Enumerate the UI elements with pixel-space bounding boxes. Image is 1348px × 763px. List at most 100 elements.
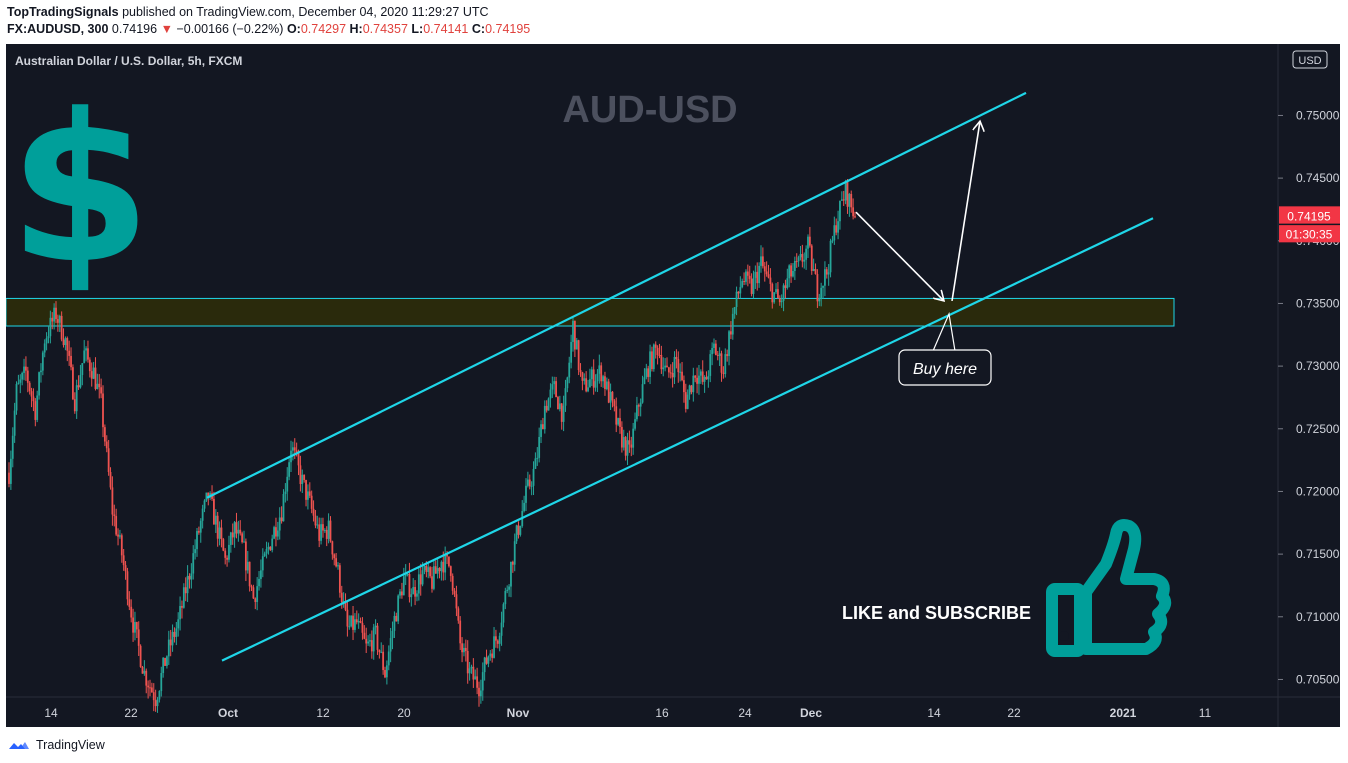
candle-body [19,379,22,383]
candle-body [587,387,589,392]
candle-body [380,651,383,653]
candle-body [216,515,219,539]
author-name[interactable]: TopTradingSignals [7,5,119,19]
projection-up-arrow[interactable] [951,121,980,302]
channel-upper-line[interactable] [206,91,1027,499]
chart-title: AUD-USD [562,89,737,131]
price-axis[interactable]: 0.750000.745000.740000.735000.730000.725… [1278,108,1340,686]
candle-body [167,639,170,657]
projection-down-arrow[interactable] [855,211,944,301]
candle-body [316,524,319,526]
candle-body [525,485,527,503]
candle-body [237,529,240,534]
candle-body [600,365,603,382]
time-axis[interactable]: 14 22 Oct 12 20 Nov 16 24 Dec 14 22 2021 11 [44,706,1211,720]
candle-body [83,350,86,364]
candle-body [58,315,61,323]
candle-body [444,554,447,573]
candle-body [602,376,604,382]
candle-body [214,515,217,525]
candle-body [286,476,289,492]
candle-body [152,692,155,701]
candle-body [337,565,339,567]
candle-body [13,410,16,436]
candle-body [620,426,623,448]
candle-body [370,640,373,652]
candle-body [120,535,123,556]
candle-body [350,615,353,627]
chart-canvas[interactable]: Australian Dollar / U.S. Dollar, 5h, FXC… [6,44,1340,727]
candle-body [128,599,131,607]
candle-body [134,622,136,633]
currency-badge[interactable] [1292,50,1328,69]
candle-body [778,298,781,303]
candle-body [166,656,168,666]
candle-body [487,656,490,664]
candle-body [532,468,535,486]
footer[interactable]: TradingView [8,735,105,755]
candle-body [500,622,503,636]
candle-body [596,373,599,382]
candle-body [455,594,458,609]
candle-body [833,225,836,241]
price-tick-label: 0.72000 [1296,484,1340,498]
candle-body [664,365,667,368]
resistance-zone[interactable] [6,297,1175,327]
candle-body [137,629,140,646]
candle-body [197,531,200,533]
tradingview-brand[interactable]: TradingView [36,738,105,752]
candle-body [378,649,381,653]
candle-body [241,533,244,543]
candle-body [760,256,762,266]
candle-body [314,515,317,526]
candle-body [786,278,789,288]
candle-body [572,320,574,342]
candle-body [651,351,653,370]
candle-body [293,447,296,451]
candle-body [694,375,697,378]
candle-body [56,319,59,323]
candle-body [124,565,127,572]
candle-body [374,625,377,628]
candle-body [733,307,736,314]
candle-body [229,532,232,545]
candle-body [81,363,84,375]
candle-body [807,236,809,249]
candle-body [117,534,119,537]
candle-body [829,240,832,273]
candle-body [795,261,798,263]
candle-body [307,491,309,500]
candle-body [558,403,561,410]
candle-body [141,666,144,674]
candle-body [637,405,640,407]
candle-body [683,380,685,393]
candle-body [658,355,661,357]
chart-panel[interactable]: Australian Dollar / U.S. Dollar, 5h, FXC… [6,44,1340,727]
price-tick-label: 0.72500 [1296,422,1340,436]
buy-here-callout[interactable] [898,349,992,386]
candle-body [423,565,426,571]
candle-body [850,193,853,208]
like-subscribe-label: LIKE and SUBSCRIBE [842,603,1031,623]
time-tick-label: 12 [316,706,330,720]
channel-lower-line[interactable] [221,217,1154,662]
price-tick-label: 0.74500 [1296,171,1340,185]
candle-body [756,271,759,284]
candle-body [425,565,428,572]
candle-body [308,491,311,496]
candle-body [716,354,719,356]
candle-body [299,465,302,485]
close-value: 0.74195 [485,22,531,36]
low-label: L: [411,22,424,36]
candle-body [478,687,480,697]
high-value: 0.74357 [362,22,408,36]
candle-body [737,291,740,294]
candle-body [607,381,610,403]
candle-body [40,370,42,373]
candle-body [825,269,828,275]
candle-body [466,650,469,674]
candle-body [173,631,176,637]
candle-body [741,281,744,288]
candle-body [636,405,638,420]
open-label: O: [286,22,301,36]
